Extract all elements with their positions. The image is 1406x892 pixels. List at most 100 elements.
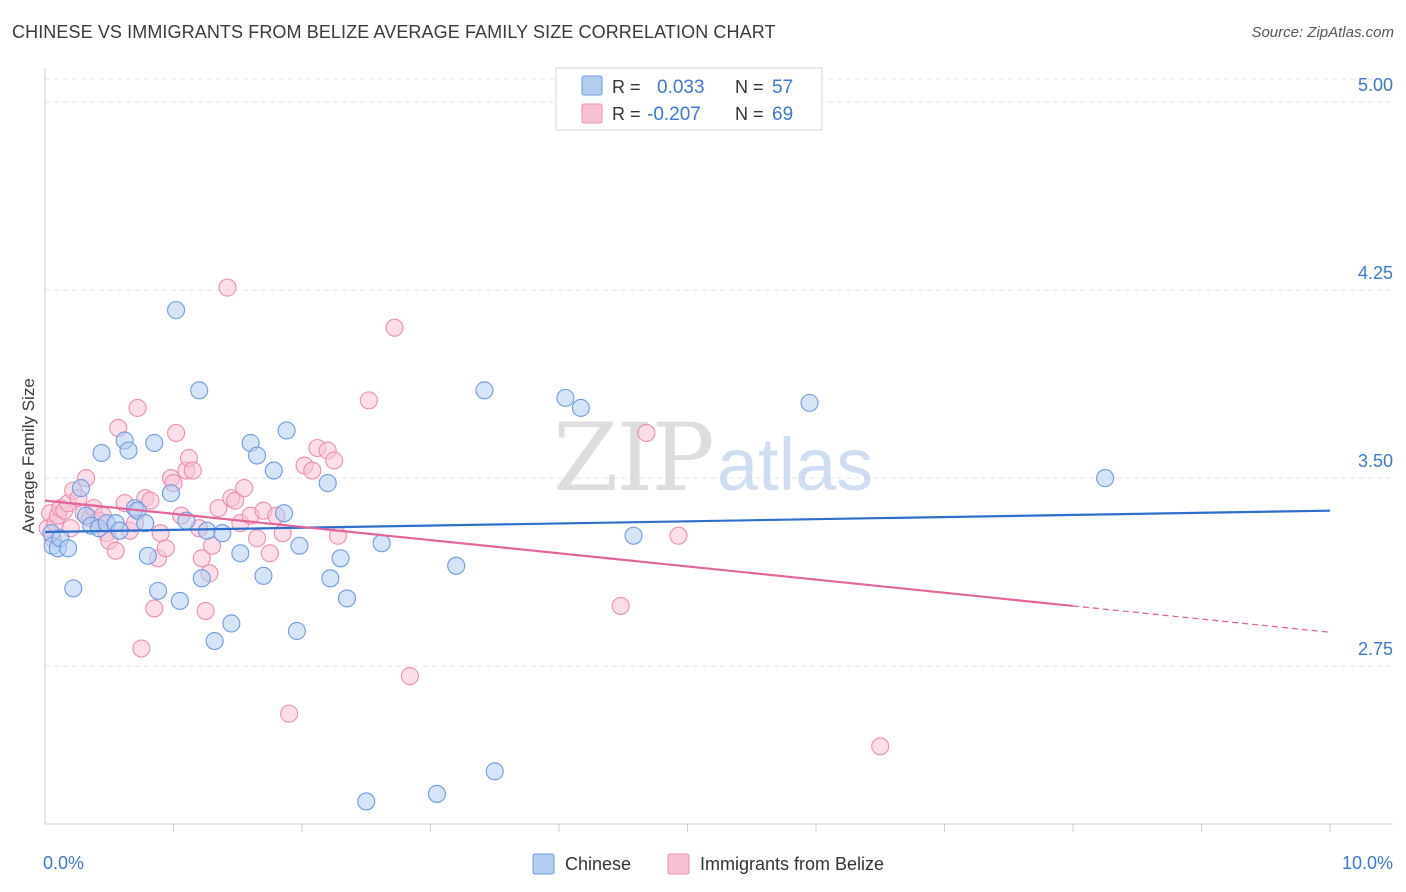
legend-label-chinese: Chinese — [565, 854, 631, 874]
belize-trend-line-extrapolated — [1072, 605, 1331, 633]
chinese-point-42 — [321, 569, 340, 588]
belize-point-41 — [196, 601, 215, 620]
belize-point-65 — [400, 667, 419, 686]
chinese-point-31 — [222, 614, 241, 633]
y-tick-label-0: 2.75 — [1358, 639, 1393, 659]
chinese-point-54 — [800, 393, 819, 412]
chinese-points — [42, 301, 1115, 811]
chinese-point-21 — [149, 581, 168, 600]
belize-point-51 — [247, 529, 267, 548]
y-tick-label-1: 3.50 — [1358, 451, 1393, 471]
chinese-trend-line — [44, 509, 1331, 534]
belize-point-40 — [192, 549, 211, 568]
chinese-point-44 — [337, 589, 357, 608]
chinese-point-35 — [254, 566, 273, 585]
watermark: ZIP atlas — [553, 404, 873, 513]
chinese-point-18 — [136, 514, 155, 533]
source-credit: Source: ZipAtlas.com — [1251, 24, 1394, 41]
belize-point-64 — [385, 318, 404, 337]
chinese-point-4 — [59, 539, 78, 558]
axes — [44, 68, 1393, 832]
y-tick-label-3: 5.00 — [1358, 75, 1393, 95]
belize-point-28 — [145, 599, 164, 618]
chinese-point-45 — [357, 792, 376, 811]
chinese-point-6 — [71, 479, 91, 498]
n-label-belize: N = — [735, 104, 764, 124]
belize-point-34 — [167, 423, 186, 443]
y-tick-labels: 2.75 3.50 4.25 5.00 — [1358, 75, 1393, 659]
chinese-point-48 — [447, 556, 466, 575]
belize-point-44 — [209, 499, 228, 518]
r-value-chinese: 0.033 — [657, 77, 705, 98]
legend-swatch-chinese — [532, 853, 555, 875]
chinese-point-46 — [372, 534, 391, 553]
belize-point-58 — [303, 461, 322, 480]
gridlines — [45, 78, 1393, 667]
belize-point-25 — [132, 639, 151, 658]
chinese-point-47 — [427, 784, 446, 803]
chinese-point-22 — [161, 484, 180, 503]
chinese-point-55 — [1096, 469, 1115, 488]
r-label-chinese: R = — [612, 77, 641, 97]
r-value-belize: -0.207 — [647, 104, 701, 125]
chart-title: CHINESE VS IMMIGRANTS FROM BELIZE AVERAG… — [12, 22, 776, 42]
stats-legend: R = 0.033 N = 57 R = -0.207 N = 69 — [555, 67, 823, 131]
series-legend: Chinese Immigrants from Belize — [532, 853, 884, 875]
legend-swatch-belize — [667, 853, 690, 875]
x-tick-label-max: 10.0% — [1342, 853, 1393, 873]
belize-point-38 — [183, 461, 202, 480]
belize-point-53 — [260, 544, 279, 563]
chinese-point-19 — [138, 546, 157, 565]
chinese-point-36 — [264, 461, 283, 480]
belize-point-19 — [106, 541, 125, 560]
chinese-point-38 — [277, 421, 296, 440]
r-label-belize: R = — [612, 104, 641, 124]
chinese-point-30 — [213, 524, 232, 543]
belize-point-61 — [325, 451, 344, 470]
belize-point-30 — [151, 524, 170, 543]
chinese-point-52 — [571, 398, 590, 417]
belize-point-66 — [611, 596, 630, 615]
belize-points — [38, 278, 890, 756]
belize-trend-line — [44, 499, 1074, 608]
n-label-chinese: N = — [735, 77, 764, 97]
belize-point-67 — [637, 423, 656, 443]
chinese-point-43 — [331, 549, 350, 568]
watermark-zip: ZIP — [553, 404, 713, 513]
n-value-belize: 69 — [772, 104, 793, 125]
chinese-point-51 — [556, 388, 575, 407]
chinese-point-49 — [475, 381, 494, 400]
chinese-point-53 — [624, 526, 643, 545]
chinese-legend-swatch — [581, 75, 603, 96]
y-axis-label: Average Family Size — [19, 378, 38, 534]
chinese-point-37 — [274, 504, 294, 523]
chinese-point-50 — [485, 762, 504, 781]
belize-point-31 — [156, 539, 175, 558]
chinese-point-5 — [64, 579, 83, 598]
belize-point-49 — [235, 479, 254, 498]
belize-point-45 — [218, 278, 237, 297]
watermark-atlas: atlas — [717, 423, 873, 506]
trend-lines — [44, 499, 1331, 633]
belize-point-27 — [141, 491, 160, 510]
chinese-point-34 — [247, 446, 267, 465]
chinese-point-29 — [205, 631, 224, 651]
legend-label-belize: Immigrants from Belize — [700, 854, 884, 874]
chinese-point-20 — [145, 433, 164, 453]
chinese-point-23 — [167, 301, 186, 320]
x-tick-label-min: 0.0% — [43, 853, 84, 873]
chinese-point-26 — [190, 381, 209, 400]
belize-point-24 — [128, 398, 147, 417]
chinese-point-39 — [287, 621, 306, 641]
chinese-point-15 — [119, 441, 138, 460]
belize-legend-swatch — [581, 103, 603, 124]
n-value-chinese: 57 — [772, 77, 793, 98]
chinese-point-24 — [170, 591, 189, 610]
belize-point-47 — [226, 491, 245, 510]
y-tick-label-2: 4.25 — [1358, 263, 1393, 283]
chinese-point-40 — [290, 536, 309, 555]
chinese-point-41 — [318, 474, 337, 493]
chinese-point-32 — [231, 544, 250, 563]
chinese-point-10 — [92, 443, 111, 463]
